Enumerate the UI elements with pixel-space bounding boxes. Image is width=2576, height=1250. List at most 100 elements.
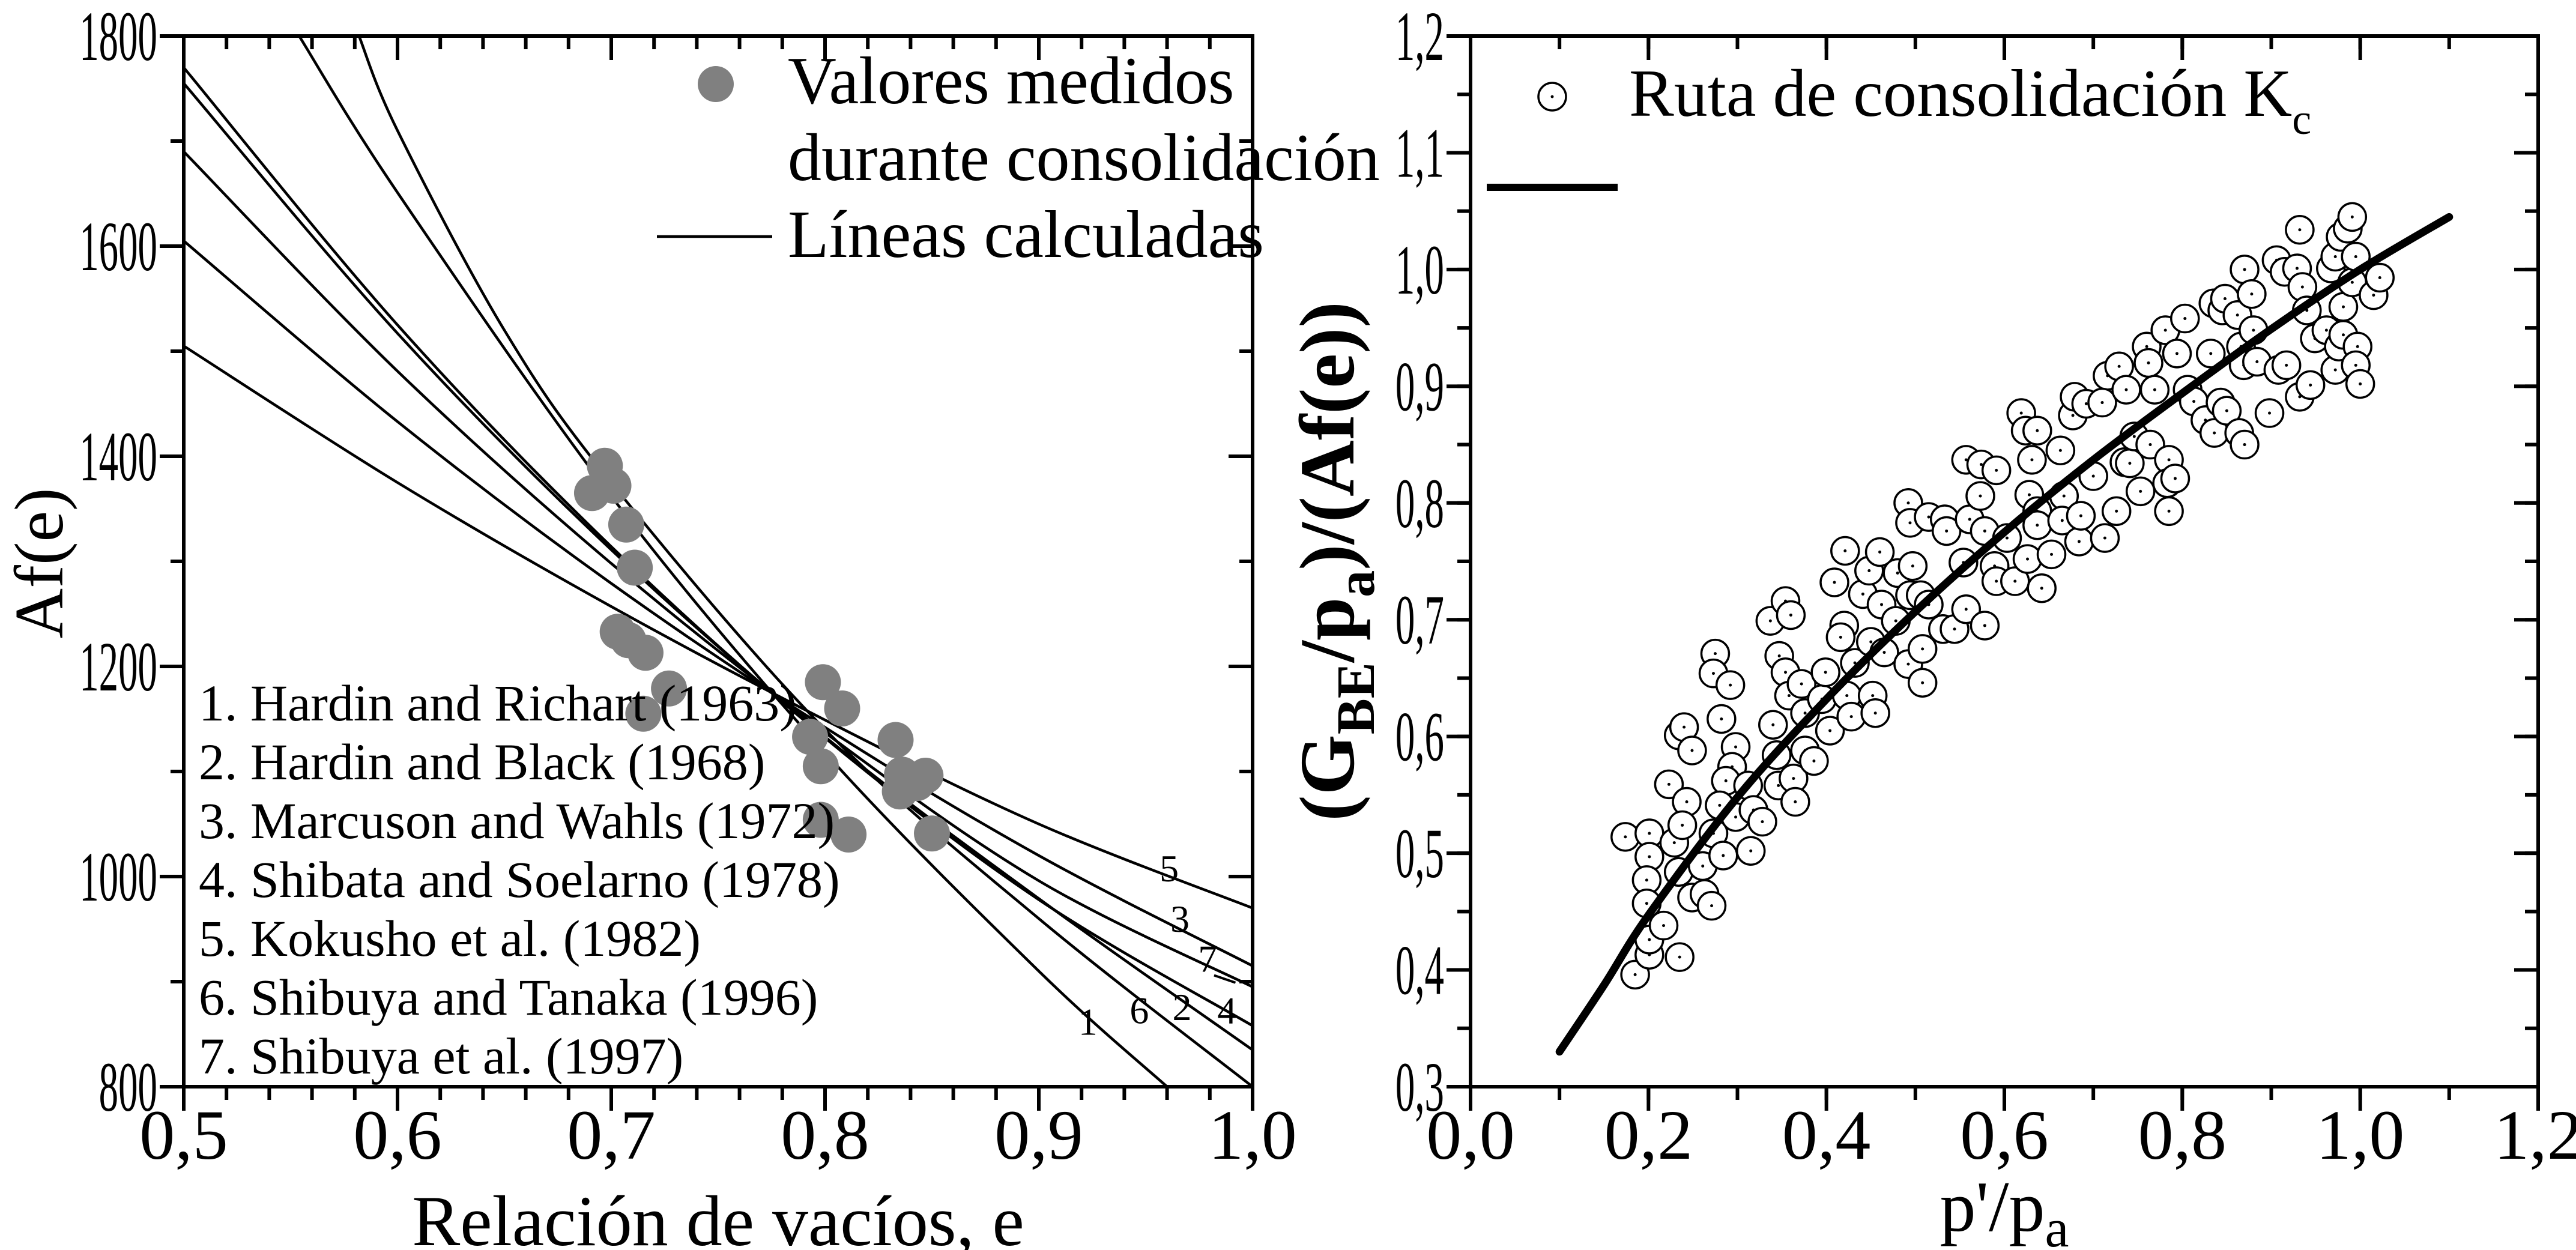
- consolidation-point-center: [1849, 715, 1853, 719]
- consolidation-point-center: [1964, 458, 1968, 462]
- legend-marker-measured: [698, 66, 734, 102]
- consolidation-point-center: [1690, 749, 1694, 752]
- consolidation-point-center: [1761, 820, 1764, 824]
- consolidation-point-center: [1995, 468, 1998, 472]
- consolidation-point-center: [2139, 489, 2142, 493]
- measured-point: [651, 670, 688, 707]
- consolidation-point-center: [2060, 519, 2064, 522]
- legend-label-main: Ruta de consolidación K: [1629, 56, 2292, 131]
- curve-6: [357, 36, 1253, 1087]
- consolidation-point-center: [2050, 552, 2054, 556]
- measured-point: [830, 817, 867, 853]
- consolidation-point-center: [1722, 854, 1725, 857]
- consolidation-point-center: [1880, 603, 1884, 606]
- measured-point: [608, 506, 644, 543]
- consolidation-point-center: [1906, 501, 1910, 505]
- consolidation-point-center: [2324, 328, 2328, 332]
- consolidation-point-center: [1845, 694, 1849, 698]
- consolidation-point-center: [2173, 477, 2177, 480]
- consolidation-point-center: [2062, 494, 2066, 498]
- consolidation-point-center: [1812, 759, 1816, 762]
- consolidation-point-center: [1749, 849, 1753, 853]
- curve-label-1: 1: [1078, 1001, 1098, 1043]
- legend-label-measured-1: Valores medidos: [788, 44, 1234, 118]
- y-axis-title: (GBE/pa)/(Af(e)): [1284, 301, 1386, 821]
- consolidation-point-center: [2295, 267, 2299, 270]
- x-tick-label: 1,0: [2316, 1096, 2405, 1174]
- y-tick-label: 1000: [79, 838, 157, 916]
- measured-point: [824, 690, 860, 726]
- consolidation-point-center: [2342, 305, 2345, 309]
- consolidation-point-center: [1624, 835, 1627, 839]
- consolidation-point-center: [1871, 694, 1875, 698]
- consolidation-point-center: [1861, 592, 1864, 596]
- consolidation-point-center: [2243, 268, 2246, 271]
- curve-label-6: 6: [1129, 989, 1149, 1031]
- consolidation-point-center: [2354, 363, 2357, 367]
- x-axis-title-main: p'/p: [1940, 1167, 2045, 1246]
- curve-5: [184, 345, 1253, 910]
- measured-point: [802, 748, 839, 785]
- consolidation-point-center: [1787, 694, 1791, 698]
- y-axis-title-part: (G: [1284, 734, 1371, 821]
- y-tick-label: 1600: [79, 207, 157, 286]
- consolidation-point-center: [2192, 400, 2196, 403]
- consolidation-point-center: [1906, 662, 1910, 666]
- consolidation-point-center: [2077, 540, 2081, 543]
- y-tick-label: 1,2: [1395, 0, 1444, 76]
- consolidation-point-center: [1894, 619, 1897, 623]
- reference-item: 5. Kokusho et al. (1982): [199, 910, 701, 967]
- consolidation-point-center: [1681, 823, 1684, 827]
- consolidation-point-center: [1683, 725, 1686, 729]
- consolidation-point-center: [1784, 671, 1788, 674]
- legend-label-calculated: Líneas calculadas: [788, 198, 1264, 272]
- reference-item: 6. Shibuya and Tanaka (1996): [199, 968, 818, 1026]
- consolidation-point-center: [2147, 361, 2150, 364]
- x-tick-label: 1,2: [2494, 1096, 2576, 1174]
- consolidation-point-center: [1983, 529, 1986, 533]
- consolidation-point-center: [1828, 729, 1832, 732]
- measured-point: [914, 815, 950, 852]
- curve-label-2: 2: [1173, 986, 1192, 1028]
- reference-item: 7. Shibuya et al. (1997): [199, 1027, 683, 1085]
- consolidation-point-center: [1964, 608, 1968, 611]
- curve-3: [184, 240, 1253, 967]
- consolidation-point-center: [2350, 215, 2354, 219]
- x-tick-label: 0,7: [567, 1096, 656, 1174]
- consolidation-point-center: [2019, 411, 2023, 415]
- consolidation-point-center: [1867, 569, 1871, 573]
- curve-label-7: 7: [1198, 938, 1217, 980]
- consolidation-point-center: [1648, 832, 1651, 835]
- x-axis-title-sub: a: [2045, 1199, 2069, 1250]
- measured-point: [899, 765, 936, 802]
- consolidation-point-center: [2359, 382, 2362, 385]
- x-tick-label: 0,5: [139, 1096, 228, 1174]
- consolidation-point-center: [1701, 865, 1705, 868]
- consolidation-point-center: [1792, 777, 1795, 780]
- consolidation-point-center: [2005, 536, 2009, 540]
- consolidation-point-center: [2183, 317, 2187, 321]
- x-tick-label: 0,8: [781, 1096, 869, 1174]
- consolidation-point-center: [2084, 402, 2088, 405]
- consolidation-point-center: [2250, 292, 2254, 296]
- curve-7: [184, 150, 1253, 988]
- y-tick-label: 0,7: [1395, 581, 1444, 659]
- y-tick-label: 1,1: [1395, 113, 1444, 192]
- consolidation-point-center: [1724, 779, 1728, 783]
- consolidation-point-center: [2103, 536, 2106, 540]
- x-axis-title: Relación de vacíos, e: [412, 1181, 1024, 1250]
- consolidation-point-center: [1995, 579, 1998, 583]
- consolidation-point-center: [1720, 717, 1723, 720]
- consolidation-point-center: [1800, 682, 1803, 686]
- consolidation-point-center: [1953, 627, 1956, 631]
- consolidation-point-center: [1833, 581, 1836, 584]
- consolidation-point-center: [2213, 431, 2216, 435]
- consolidation-point-center: [2252, 328, 2255, 332]
- legend-marker-center: [1550, 95, 1554, 98]
- fit-line: [1555, 213, 2454, 1056]
- consolidation-point-center: [2255, 360, 2259, 363]
- measured-point: [792, 719, 829, 755]
- consolidation-point-center: [2372, 294, 2375, 297]
- curve-label-4: 4: [1217, 989, 1236, 1031]
- consolidation-point-center: [1908, 521, 1912, 525]
